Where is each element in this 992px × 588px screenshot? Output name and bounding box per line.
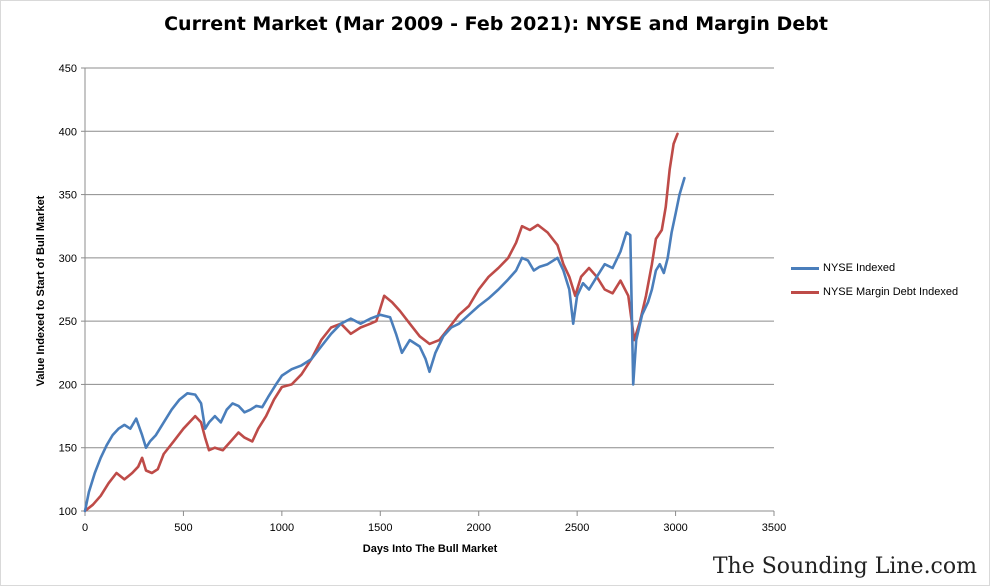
- x-tick-label: 500: [174, 522, 192, 534]
- y-tick-label: 200: [59, 379, 77, 391]
- x-tick-label: 2500: [565, 522, 589, 534]
- series-line-margin-debt: [83, 132, 679, 513]
- y-tick-label: 300: [59, 253, 77, 265]
- legend-label-nyse: NYSE Indexed: [823, 262, 896, 274]
- legend-item-margin-debt: NYSE Margin Debt Indexed: [791, 280, 958, 304]
- site-watermark: The Sounding Line.com: [712, 554, 977, 579]
- x-axis-label: Days Into The Bull Market: [362, 543, 498, 555]
- y-tick-label: 150: [59, 443, 77, 455]
- y-tick-label: 100: [59, 506, 77, 518]
- x-tick-label: 1500: [368, 522, 392, 534]
- y-tick-label: 450: [59, 63, 77, 75]
- x-tick-label: 3000: [663, 522, 687, 534]
- series-line-nyse: [83, 176, 686, 513]
- x-tick-label: 3500: [762, 522, 786, 534]
- legend-swatch-nyse: [791, 266, 819, 270]
- legend-label-margin-debt: NYSE Margin Debt Indexed: [823, 286, 959, 298]
- legend-item-nyse: NYSE Indexed: [791, 256, 958, 280]
- chart-title: Current Market (Mar 2009 - Feb 2021): NY…: [164, 13, 828, 35]
- x-tick-label: 1000: [270, 522, 294, 534]
- legend: NYSE Indexed NYSE Margin Debt Indexed: [791, 256, 958, 304]
- y-tick-label: 250: [59, 316, 77, 328]
- y-tick-label: 350: [59, 190, 77, 202]
- y-tick-label: 400: [59, 126, 77, 138]
- x-tick-label: 2000: [466, 522, 490, 534]
- x-tick-label: 0: [82, 522, 88, 534]
- legend-swatch-margin-debt: [791, 290, 819, 294]
